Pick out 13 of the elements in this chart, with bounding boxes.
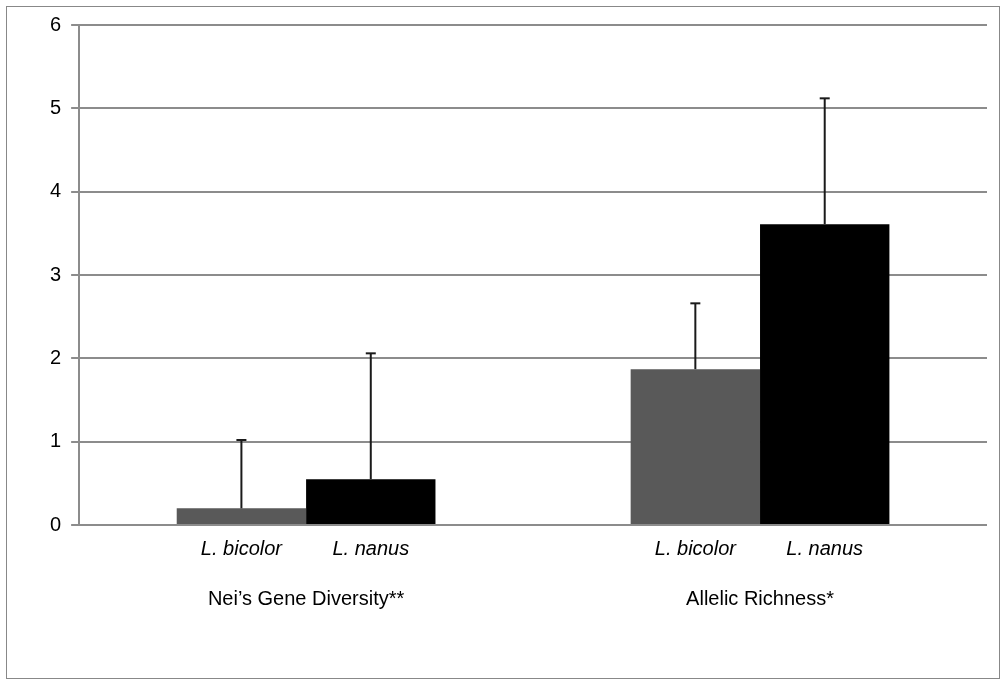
y-tick-label: 5: [50, 95, 62, 118]
y-tick-label: 4: [50, 179, 62, 202]
x-tick-label: Nei’s Gene Diversity**: [207, 586, 405, 609]
y-tick-label: 6: [50, 12, 62, 35]
y-tick-label: 0: [50, 512, 62, 535]
text: L. nanus: [786, 536, 864, 559]
text: L. bicolor: [654, 536, 736, 559]
y-tick-label: 1: [50, 429, 62, 452]
series-label: L. nanus: [332, 536, 410, 559]
x-tick-label: Allelic Richness*: [686, 586, 835, 609]
y-tick-label: 3: [50, 262, 62, 285]
y-tick-label: 2: [50, 345, 62, 368]
series-label: L. bicolor: [200, 536, 284, 559]
